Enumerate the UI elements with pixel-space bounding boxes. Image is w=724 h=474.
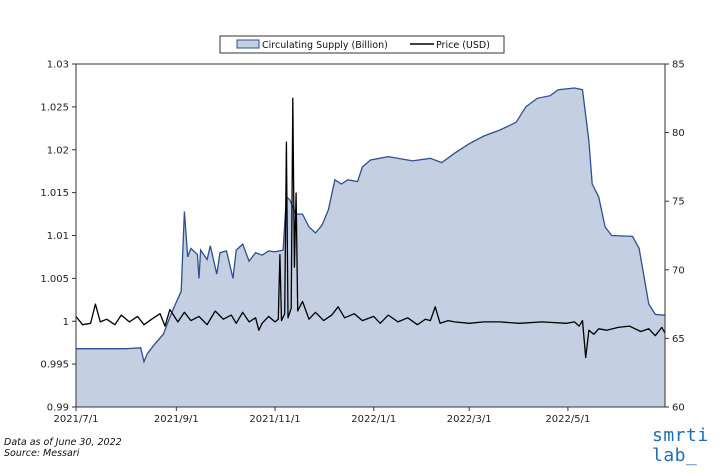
legend-supply-swatch xyxy=(236,39,260,49)
left-tick-label: 1.015 xyxy=(40,188,69,199)
right-tick-label: 75 xyxy=(672,197,685,208)
left-axis-ticks: 0.99 0.995 1 1.005 1.01 1.015 1.02 1.025 1.03 xyxy=(40,60,76,414)
x-tick-label: 2021/11/1 xyxy=(249,414,300,425)
supply-series-line xyxy=(76,87,666,364)
right-tick-label: 65 xyxy=(672,334,685,345)
logo-line-2: lab_ xyxy=(652,445,698,466)
right-axis-ticks: 60 65 70 75 80 85 xyxy=(665,60,685,414)
supply-area-layer xyxy=(76,87,666,407)
legend-price-label: Price (USD) xyxy=(436,40,490,51)
footnote-source: Source: Messari xyxy=(4,448,80,459)
left-tick-label: 1.03 xyxy=(47,60,69,71)
x-tick-label: 2022/1/1 xyxy=(351,414,396,425)
footnote-data-date: Data as of June 30, 2022 xyxy=(4,437,122,448)
x-tick-label: 2022/5/1 xyxy=(545,414,590,425)
x-tick-label: 2022/3/1 xyxy=(447,414,492,425)
price-series-line xyxy=(75,97,666,359)
right-tick-label: 70 xyxy=(672,265,685,276)
x-axis-ticks: 2021/7/1 2021/9/1 2021/11/1 2022/1/1 2022/3/… xyxy=(54,407,590,425)
left-tick-label: 1 xyxy=(63,317,69,328)
left-tick-label: 1.01 xyxy=(47,231,69,242)
left-tick-label: 1.02 xyxy=(47,145,69,156)
smrti-lab-logo: smrti lab_ xyxy=(652,426,709,466)
right-tick-label: 80 xyxy=(672,128,685,139)
left-tick-label: 0.995 xyxy=(40,360,69,371)
x-tick-label: 2021/7/1 xyxy=(54,414,99,425)
left-tick-label: 1.005 xyxy=(40,274,69,285)
left-tick-label: 0.99 xyxy=(47,403,69,414)
legend: Circulating Supply (Billion) Price (USD) xyxy=(219,35,505,54)
x-tick-label: 2021/9/1 xyxy=(154,414,199,425)
right-tick-label: 60 xyxy=(672,403,685,414)
logo-line-1: smrti xyxy=(652,425,709,446)
legend-box xyxy=(219,35,505,54)
supply-area xyxy=(76,88,665,407)
right-tick-label: 85 xyxy=(672,60,685,71)
legend-supply-label: Circulating Supply (Billion) xyxy=(262,40,388,51)
left-tick-label: 1.025 xyxy=(40,102,69,113)
